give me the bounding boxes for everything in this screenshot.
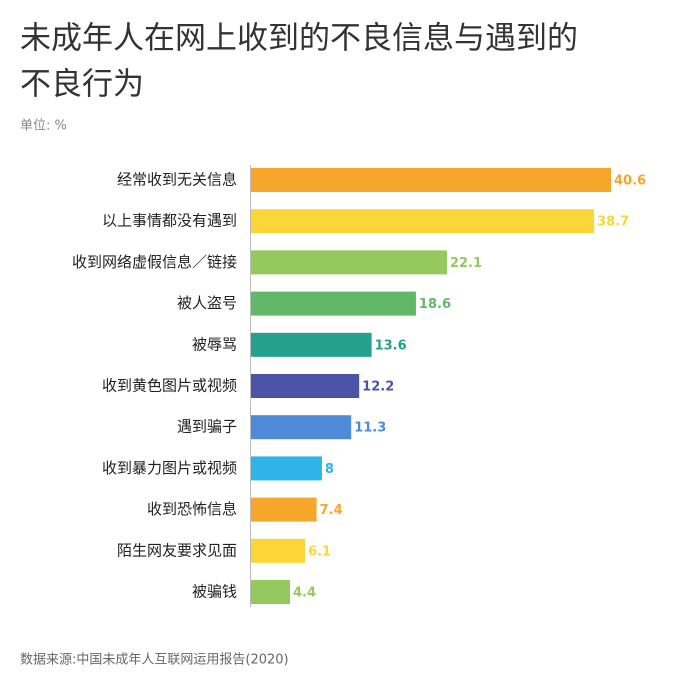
bar: [251, 250, 447, 275]
category-label: 遇到骗子: [177, 418, 237, 436]
chart-title: 不良行为: [20, 67, 144, 103]
value-label: 38.7: [597, 215, 629, 230]
chart-title: 未成年人在网上收到的不良信息与遇到的: [20, 21, 578, 57]
category-label: 被人盗号: [177, 294, 237, 312]
value-label: 7.4: [320, 503, 343, 518]
bar: [251, 374, 360, 398]
category-label: 收到网络虚假信息／链接: [72, 253, 237, 271]
category-label: 被辱骂: [192, 335, 237, 353]
bar: [251, 415, 352, 440]
value-label: 22.1: [450, 256, 482, 271]
value-label: 12.2: [362, 380, 394, 395]
bar: [251, 168, 611, 192]
source: 数据来源:中国未成年人互联网运用报告(2020): [20, 653, 289, 668]
subtitle: 单位: %: [20, 119, 67, 134]
bar: [251, 456, 322, 481]
value-label: 11.3: [354, 421, 386, 436]
category-label: 收到黄色图片或视频: [102, 377, 237, 395]
bar: [251, 580, 291, 604]
category-label: 经常收到无关信息: [117, 171, 237, 189]
value-label: 4.4: [293, 586, 316, 601]
value-label: 6.1: [308, 544, 331, 559]
category-label: 收到暴力图片或视频: [102, 459, 237, 477]
category-label: 被骗钱: [192, 583, 237, 601]
category-label: 陌生网友要求见面: [117, 541, 237, 559]
value-label: 40.6: [614, 174, 646, 189]
bar: [251, 209, 595, 234]
bar: [251, 497, 317, 522]
bar: [251, 332, 372, 357]
bar: [251, 538, 306, 563]
value-label: 13.6: [375, 338, 407, 353]
category-label: 收到恐怖信息: [147, 500, 237, 518]
bar: [251, 291, 416, 316]
value-label: 18.6: [419, 297, 451, 312]
category-label: 以上事情都没有遇到: [102, 212, 237, 230]
value-label: 8: [325, 462, 334, 477]
